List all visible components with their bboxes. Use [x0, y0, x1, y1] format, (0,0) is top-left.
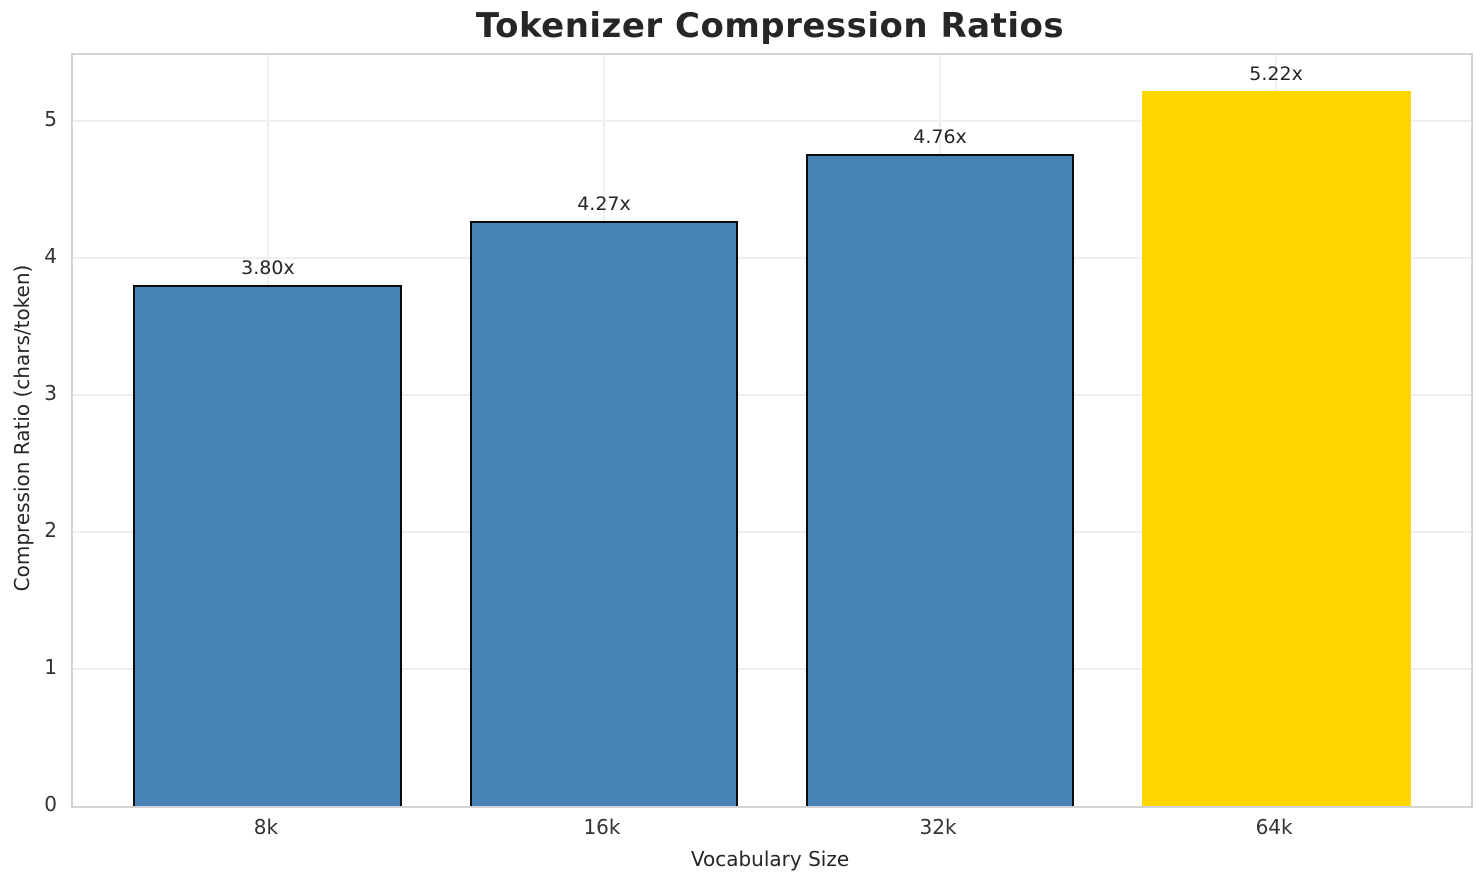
y-gridline [73, 667, 1471, 670]
y-tick-label: 1 [44, 654, 57, 679]
y-axis-label: Compression Ratio (chars/token) [10, 264, 34, 592]
y-tick-label: 2 [44, 517, 57, 542]
x-axis-label: Vocabulary Size [690, 847, 850, 871]
y-gridline [73, 393, 1471, 396]
plot-area: 3.80x 4.27x 4.76x 5.22x [71, 53, 1473, 808]
bar-value-label: 5.22x [1249, 62, 1303, 85]
x-tick-label-32k: 32k [919, 815, 957, 839]
bar-value-label: 3.80x [241, 257, 295, 280]
bar-value-label: 4.76x [913, 125, 967, 148]
x-tick-label-64k: 64k [1255, 815, 1293, 839]
y-tick-label: 0 [44, 792, 57, 816]
y-tick-label: 3 [44, 380, 57, 405]
chart-title: Tokenizer Compression Ratios [475, 6, 1065, 46]
bar-value-label: 4.27x [577, 192, 631, 215]
y-gridline [73, 530, 1471, 533]
bar-64k [1141, 90, 1411, 806]
bar-8k [133, 285, 403, 806]
y-tick-label: 4 [44, 243, 57, 268]
y-gridline [73, 119, 1471, 122]
bar-32k [805, 153, 1075, 806]
bar-16k [469, 220, 739, 806]
x-tick-label-16k: 16k [583, 815, 621, 839]
y-gridline [73, 256, 1471, 259]
y-tick-label: 5 [44, 106, 57, 131]
x-tick-label-8k: 8k [253, 815, 279, 839]
